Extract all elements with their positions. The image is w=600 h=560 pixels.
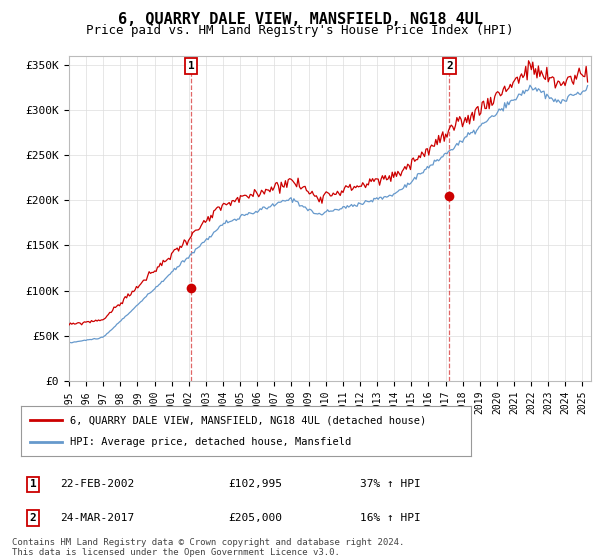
Text: 1: 1 xyxy=(29,479,37,489)
Text: 6, QUARRY DALE VIEW, MANSFIELD, NG18 4UL: 6, QUARRY DALE VIEW, MANSFIELD, NG18 4UL xyxy=(118,12,482,27)
Text: Contains HM Land Registry data © Crown copyright and database right 2024.
This d: Contains HM Land Registry data © Crown c… xyxy=(12,538,404,557)
Text: 16% ↑ HPI: 16% ↑ HPI xyxy=(360,513,421,523)
Text: £102,995: £102,995 xyxy=(228,479,282,489)
Text: HPI: Average price, detached house, Mansfield: HPI: Average price, detached house, Mans… xyxy=(71,437,352,447)
Text: Price paid vs. HM Land Registry's House Price Index (HPI): Price paid vs. HM Land Registry's House … xyxy=(86,24,514,37)
Text: 37% ↑ HPI: 37% ↑ HPI xyxy=(360,479,421,489)
Text: 24-MAR-2017: 24-MAR-2017 xyxy=(60,513,134,523)
Text: 2: 2 xyxy=(446,61,453,71)
Text: 1: 1 xyxy=(188,61,194,71)
Text: 22-FEB-2002: 22-FEB-2002 xyxy=(60,479,134,489)
Text: £205,000: £205,000 xyxy=(228,513,282,523)
Text: 2: 2 xyxy=(29,513,37,523)
Text: 6, QUARRY DALE VIEW, MANSFIELD, NG18 4UL (detached house): 6, QUARRY DALE VIEW, MANSFIELD, NG18 4UL… xyxy=(71,415,427,425)
